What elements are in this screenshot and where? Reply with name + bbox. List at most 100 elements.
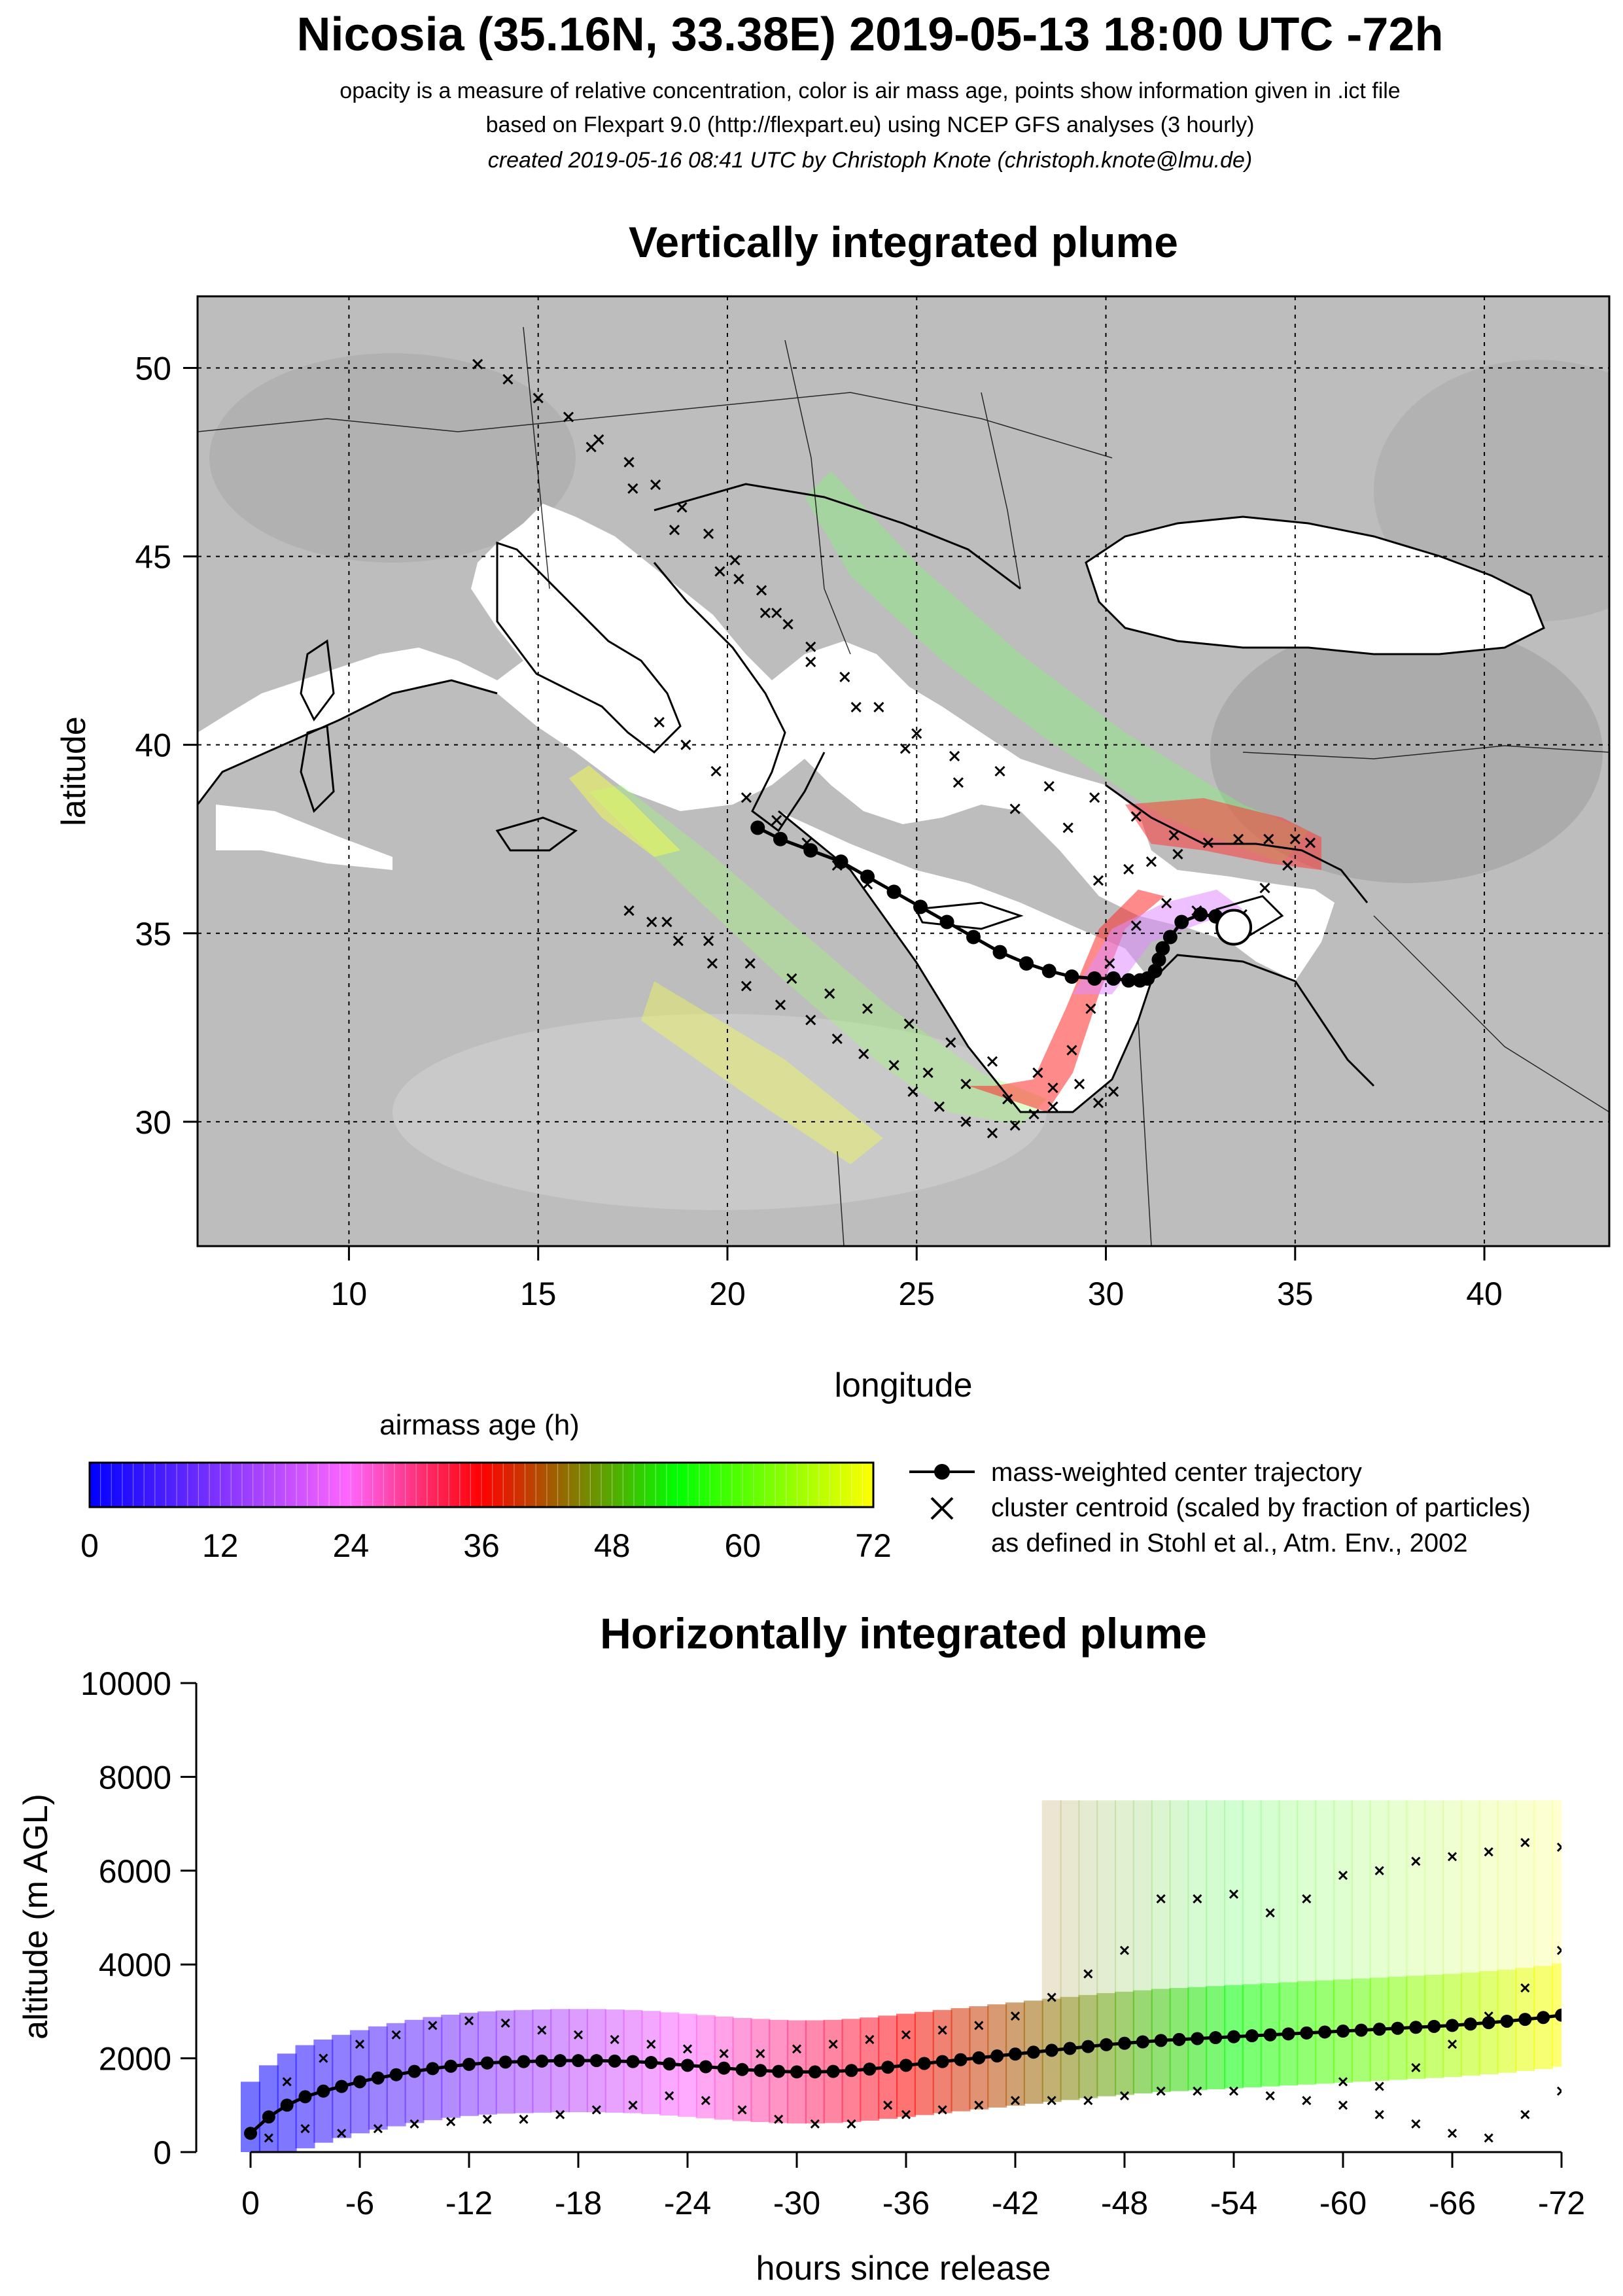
altitude-center-point [1482,2016,1495,2030]
map-cluster-centroid [741,792,752,803]
legend-centroid-cross [930,1497,954,1520]
subtitle-credit: created 2019-05-16 08:41 UTC by Christop… [487,148,1253,173]
map-cluster-centroid [707,958,718,969]
altitude-age-band-upper [1224,1800,1244,1985]
map-cluster-centroid [623,457,635,468]
altitude-xtick-label: -24 [664,2185,711,2221]
altitude-cluster-centroid [901,2030,911,2040]
altitude-age-band-upper [1078,1800,1098,1995]
legend-entry-trajectory: mass-weighted center trajectory [991,1458,1362,1487]
map-trajectory-point [773,831,788,846]
altitude-cluster-centroid [1447,2129,1457,2138]
altitude-center-point [1118,2036,1131,2050]
altitude-cluster-centroid [846,2119,856,2129]
altitude-center-point [480,2056,494,2070]
map-ytick-label: 35 [135,916,171,952]
colorbar-title: airmass age (h) [379,1409,580,1441]
altitude-age-band-upper [1115,1800,1134,1992]
altitude-xtick-label: -48 [1101,2185,1148,2221]
altitude-age-band-upper [1442,1800,1462,1974]
altitude-age-band-upper [1351,1800,1371,1979]
map-xtick-label: 25 [898,1276,935,1312]
map-trajectory-point [1121,973,1136,988]
altitude-cluster-centroid [1556,1945,1562,1955]
altitude-age-band-upper [1424,1800,1444,1975]
map-cluster-centroid [729,555,741,566]
altitude-cluster-centroid [719,2049,729,2059]
altitude-title: Horizontally integrated plume [600,1609,1207,1658]
map-xtick-label: 10 [331,1276,368,1312]
altitude-center-point [408,2064,421,2078]
altitude-xlabel: hours since release [756,2250,1051,2287]
map-trajectory-point [966,930,981,945]
altitude-cluster-centroid [810,2119,820,2129]
altitude-cluster-centroid [1374,1866,1384,1875]
altitude-cluster-centroid [883,2100,893,2110]
map-cluster-centroid [1009,1120,1021,1131]
altitude-center-point [1354,2023,1368,2037]
altitude-xtick-label: -42 [992,2185,1039,2221]
map-title: Vertically integrated plume [629,218,1178,266]
map-cluster-centroid [952,777,964,788]
altitude-cluster-centroid [537,2025,547,2035]
altitude-cluster-centroid [1193,2086,1202,2096]
altitude-cluster-centroid [737,2105,747,2115]
map-trajectory-point [1193,907,1208,922]
map-cluster-centroid [714,566,725,577]
altitude-cluster-centroid [391,2030,401,2040]
altitude-center-point [1336,2025,1350,2038]
altitude-cluster-centroid [1119,2091,1130,2101]
altitude-center-point [735,2062,749,2076]
map-cluster-centroid [646,916,657,928]
map-cluster-centroid [1047,1101,1058,1112]
altitude-age-band-upper [1187,1800,1208,1987]
map-cluster-centroid [627,483,638,494]
map-cluster-centroid [1168,829,1179,841]
map-cluster-centroid [502,374,514,385]
altitude-cluster-centroid [1447,1852,1457,1862]
altitude-xtick-label: -6 [345,2185,374,2221]
altitude-center-point [917,2057,931,2070]
legend-trajectory-dot [934,1464,950,1480]
altitude-cluster-centroid [1484,2133,1493,2143]
legend-entry-centroid: cluster centroid (scaled by fraction of … [991,1493,1531,1522]
altitude-cluster-centroid [446,2117,456,2127]
map-trajectory-point [860,869,875,884]
altitude-cluster-centroid [610,2034,620,2044]
altitude-center-point [754,2064,767,2078]
map-xlabel: longitude [834,1366,972,1404]
map-cluster-centroid [1085,1003,1096,1015]
map-cluster-centroid [1066,1045,1077,1056]
colorbar-tick-label: 60 [725,1527,761,1564]
altitude-cluster-centroid [701,2096,710,2106]
altitude-cluster-centroid [1338,2077,1348,2087]
altitude-age-band-upper [1497,1800,1517,1970]
altitude-cluster-centroid [1010,2096,1021,2106]
altitude-cluster-centroid [1047,1992,1056,2002]
altitude-center-point [845,2064,858,2078]
altitude-cluster-centroid [355,2040,365,2049]
altitude-center-point [462,2057,476,2071]
altitude-center-point [881,2061,895,2074]
altitude-center-point [1282,2027,1295,2041]
altitude-center-point [1537,2011,1550,2025]
altitude-cluster-centroid [282,2077,292,2087]
country-borders [198,326,1609,1246]
map-ytick-label: 50 [135,350,171,387]
map-cluster-centroid [1259,882,1270,894]
map-cluster-centroid [472,358,483,370]
map-ytick-label: 40 [135,727,171,764]
map-trajectory-point [1162,930,1178,945]
land-relief-alps [209,353,576,563]
altitude-age-band-upper [1132,1800,1153,1991]
map-trajectory-point [833,854,848,869]
altitude-cluster-centroid [682,2044,693,2054]
altitude-xtick-label: -72 [1538,2185,1585,2221]
legend-entry-reference: as defined in Stohl et al., Atm. Env., 2… [991,1529,1468,1557]
map-release-point [1215,909,1253,946]
altitude-cluster-centroid [1302,1894,1312,1904]
altitude-cluster-centroid [410,2119,419,2129]
altitude-center-point [280,2098,294,2112]
altitude-center-point [1209,2031,1223,2045]
altitude-cluster-centroid [1010,2011,1021,2021]
